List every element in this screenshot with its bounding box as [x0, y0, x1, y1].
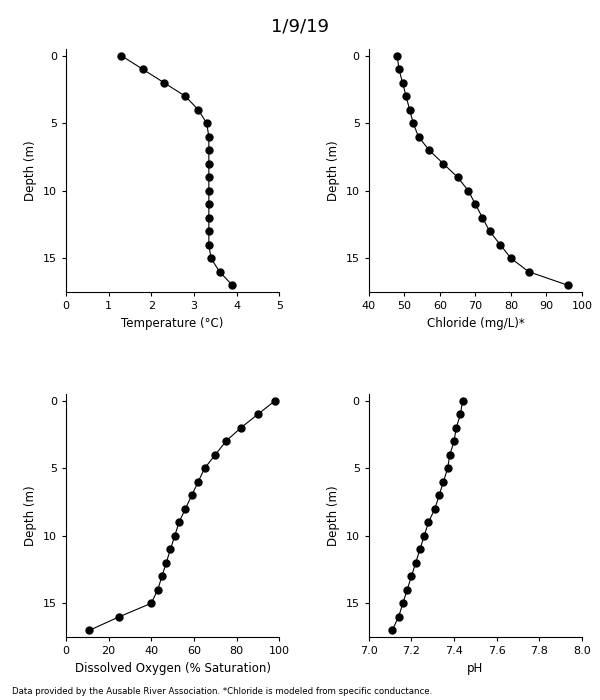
Y-axis label: Depth (m): Depth (m)	[327, 485, 340, 546]
X-axis label: pH: pH	[467, 662, 484, 675]
Text: 1/9/19: 1/9/19	[271, 18, 329, 36]
X-axis label: Dissolved Oxygen (% Saturation): Dissolved Oxygen (% Saturation)	[74, 662, 271, 675]
X-axis label: Chloride (mg/L)*: Chloride (mg/L)*	[427, 316, 524, 330]
Text: Data provided by the Ausable River Association. *Chloride is modeled from specif: Data provided by the Ausable River Assoc…	[12, 687, 432, 696]
Y-axis label: Depth (m): Depth (m)	[25, 485, 37, 546]
Y-axis label: Depth (m): Depth (m)	[327, 140, 340, 201]
X-axis label: Temperature (°C): Temperature (°C)	[121, 316, 224, 330]
Y-axis label: Depth (m): Depth (m)	[25, 140, 37, 201]
